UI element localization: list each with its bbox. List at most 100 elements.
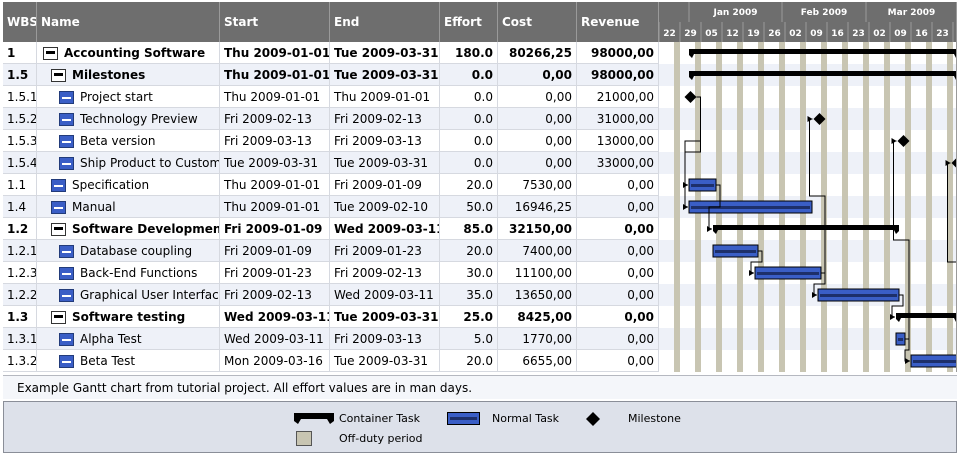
table-row[interactable]: 1.3 Software testing Wed 2009-03-11 Tue 200…	[3, 306, 659, 328]
task-icon	[59, 112, 74, 126]
task-icon	[59, 288, 74, 302]
task-name-wrap: Milestones	[41, 64, 215, 85]
container-task-symbol	[294, 413, 334, 424]
task-table: WBS Name Start End Effort Cost Revenue 1…	[3, 2, 659, 372]
task-name: Milestones	[72, 68, 146, 82]
cell-wbs: 1.2.2	[3, 284, 37, 306]
month-label: Jan 2009	[712, 8, 757, 18]
table-row[interactable]: 1.1 Specification Thu 2009-01-01 Fri 2009-0…	[3, 174, 659, 196]
cell-effort: 0.0	[440, 152, 498, 174]
cell-wbs: 1	[3, 42, 37, 64]
container-task-bar	[896, 313, 957, 322]
task-name: Manual	[72, 200, 116, 214]
table-row[interactable]: 1 Accounting Software Thu 2009-01-01 Tue 20…	[3, 42, 659, 64]
legend-normal-label: Normal Task	[492, 412, 560, 425]
cell-cost: 0,00	[498, 64, 577, 86]
cell-effort: 180.0	[440, 42, 498, 64]
dependency-arrow	[891, 138, 897, 144]
container-task-icon	[51, 222, 66, 236]
cell-cost: 7400,00	[498, 240, 577, 262]
week-label: 19	[747, 29, 760, 39]
cell-revenue: 0,00	[577, 196, 659, 218]
cell-start: Thu 2009-01-01	[220, 86, 330, 108]
cell-start: Mon 2009-03-16	[220, 350, 330, 372]
cell-end: Tue 2009-02-10	[330, 196, 440, 218]
cell-start: Tue 2009-03-31	[220, 152, 330, 174]
cell-effort: 25.0	[440, 306, 498, 328]
column-header-effort[interactable]: Effort	[440, 2, 498, 42]
week-label: 16	[915, 29, 928, 39]
task-name: Specification	[72, 178, 150, 192]
column-header-cost[interactable]: Cost	[498, 2, 577, 42]
cell-effort: 0.0	[440, 64, 498, 86]
cell-cost: 16946,25	[498, 196, 577, 218]
container-task-bar	[713, 225, 899, 234]
task-icon	[59, 266, 74, 280]
task-icon	[51, 200, 66, 214]
table-row[interactable]: 1.2.2 Graphical User Interface Fri 2009-02…	[3, 284, 659, 306]
cell-name: Graphical User Interface	[37, 284, 220, 306]
offduty-stripe	[674, 42, 680, 372]
column-header-start[interactable]: Start	[220, 2, 330, 42]
cell-revenue: 0,00	[577, 306, 659, 328]
cell-name: Milestones	[37, 64, 220, 86]
cell-name: Ship Product to Customer	[37, 152, 220, 174]
table-row[interactable]: 1.5 Milestones Thu 2009-01-01 Tue 2009-03-3…	[3, 64, 659, 86]
cell-cost: 1770,00	[498, 328, 577, 350]
cell-end: Thu 2009-01-01	[330, 86, 440, 108]
container-task-icon	[51, 310, 66, 324]
table-row[interactable]: 1.5.1 Project start Thu 2009-01-01 Thu 2009…	[3, 86, 659, 108]
cell-cost: 11100,00	[498, 262, 577, 284]
cell-end: Tue 2009-03-31	[330, 350, 440, 372]
week-label: 26	[768, 29, 781, 39]
dependency-arrow	[749, 270, 754, 276]
cell-cost: 6655,00	[498, 350, 577, 372]
cell-cost: 80266,25	[498, 42, 577, 64]
cell-wbs: 1.5.1	[3, 86, 37, 108]
table-row[interactable]: 1.3.2 Beta Test Mon 2009-03-16 Tue 2009-03-…	[3, 350, 659, 372]
cell-end: Tue 2009-03-31	[330, 42, 440, 64]
task-icon	[59, 332, 74, 346]
week-label: 09	[894, 29, 907, 39]
task-name-wrap: Accounting Software	[41, 42, 215, 63]
offduty-stripe	[947, 42, 953, 372]
week-label: 23	[852, 29, 865, 39]
table-row[interactable]: 1.5.3 Beta version Fri 2009-03-13 Fri 2009-…	[3, 130, 659, 152]
cell-revenue: 98000,00	[577, 42, 659, 64]
table-row[interactable]: 1.5.2 Technology Preview Fri 2009-02-13 Fri…	[3, 108, 659, 130]
table-row[interactable]: 1.3.1 Alpha Test Wed 2009-03-11 Fri 2009-03…	[3, 328, 659, 350]
cell-wbs: 1.2.1	[3, 240, 37, 262]
cell-effort: 0.0	[440, 86, 498, 108]
task-name: Database coupling	[80, 244, 193, 258]
table-row[interactable]: 1.4 Manual Thu 2009-01-01 Tue 2009-02-10 50.…	[3, 196, 659, 218]
month-label: Feb 2009	[801, 8, 848, 18]
task-name-wrap: Beta version	[41, 130, 215, 151]
task-progress-bar	[820, 294, 897, 297]
cell-effort: 0.0	[440, 108, 498, 130]
cell-name: Alpha Test	[37, 328, 220, 350]
task-name: Software testing	[72, 310, 186, 324]
table-row[interactable]: 1.2.1 Database coupling Fri 2009-01-09 Fri …	[3, 240, 659, 262]
cell-name: Specification	[37, 174, 220, 196]
table-row[interactable]: 1.2 Software Development Fri 2009-01-09 Wed…	[3, 218, 659, 240]
cell-effort: 85.0	[440, 218, 498, 240]
column-header-name[interactable]: Name	[37, 2, 220, 42]
task-name-wrap: Software testing	[41, 306, 215, 327]
column-header-end[interactable]: End	[330, 2, 440, 42]
table-row[interactable]: 1.2.3 Back-End Functions Fri 2009-01-23 Fri…	[3, 262, 659, 284]
container-task-icon	[43, 46, 58, 60]
task-name: Beta Test	[80, 354, 136, 368]
task-name: Beta version	[80, 134, 156, 148]
offduty-stripe	[926, 42, 932, 372]
table-row[interactable]: 1.5.4 Ship Product to Customer Tue 2009-03…	[3, 152, 659, 174]
column-header-wbs[interactable]: WBS	[3, 2, 37, 42]
gantt-chart: Jan 2009 Feb 2009 Mar 2009 22 29 05 12 19 26 02 09…	[659, 2, 957, 372]
dependency-arrow	[905, 358, 910, 364]
cell-end: Tue 2009-03-31	[330, 152, 440, 174]
cell-effort: 20.0	[440, 240, 498, 262]
cell-end: Fri 2009-03-13	[330, 328, 440, 350]
cell-name: Technology Preview	[37, 108, 220, 130]
cell-end: Fri 2009-01-23	[330, 240, 440, 262]
column-header-revenue[interactable]: Revenue	[577, 2, 659, 42]
cell-cost: 8425,00	[498, 306, 577, 328]
